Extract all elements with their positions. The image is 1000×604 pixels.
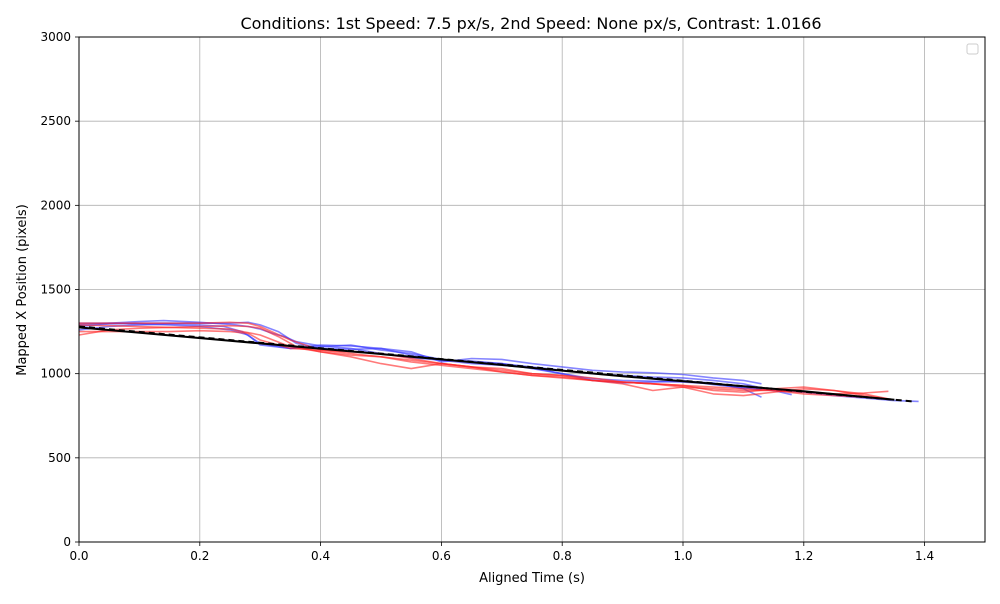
x-tick-label: 0.6 xyxy=(432,549,451,563)
grid-lines xyxy=(78,36,985,543)
reference-line xyxy=(78,326,895,401)
series-layer xyxy=(78,319,919,403)
axis-ticks: 0.0 0.2 0.4 0.6 0.8 1.0 1.2 1.4 0 500 1000 1500 2000… xyxy=(40,30,934,563)
y-tick-label: 1500 xyxy=(40,283,71,297)
series-line-a xyxy=(78,323,762,391)
y-tick-label: 2500 xyxy=(40,114,71,128)
legend-box xyxy=(966,43,979,55)
y-tick-label: 0 xyxy=(63,535,71,549)
x-axis-label: Aligned Time (s) xyxy=(479,571,585,586)
x-tick-label: 1.4 xyxy=(915,549,934,563)
y-tick-label: 3000 xyxy=(40,30,71,44)
x-tick-label: 1.0 xyxy=(673,549,692,563)
y-tick-label: 500 xyxy=(48,451,71,465)
y-tick-label: 1000 xyxy=(40,367,71,381)
x-tick-label: 0.8 xyxy=(553,549,572,563)
x-tick-label: 1.2 xyxy=(794,549,813,563)
x-tick-label: 0.4 xyxy=(311,549,330,563)
chart-title: Conditions: 1st Speed: 7.5 px/s, 2nd Spe… xyxy=(240,14,821,33)
y-tick-label: 2000 xyxy=(40,198,71,212)
x-tick-label: 0.2 xyxy=(190,549,209,563)
series-line-b xyxy=(79,329,865,398)
x-tick-label: 0.0 xyxy=(69,549,88,563)
y-axis-label: Mapped X Position (pixels) xyxy=(15,204,30,376)
